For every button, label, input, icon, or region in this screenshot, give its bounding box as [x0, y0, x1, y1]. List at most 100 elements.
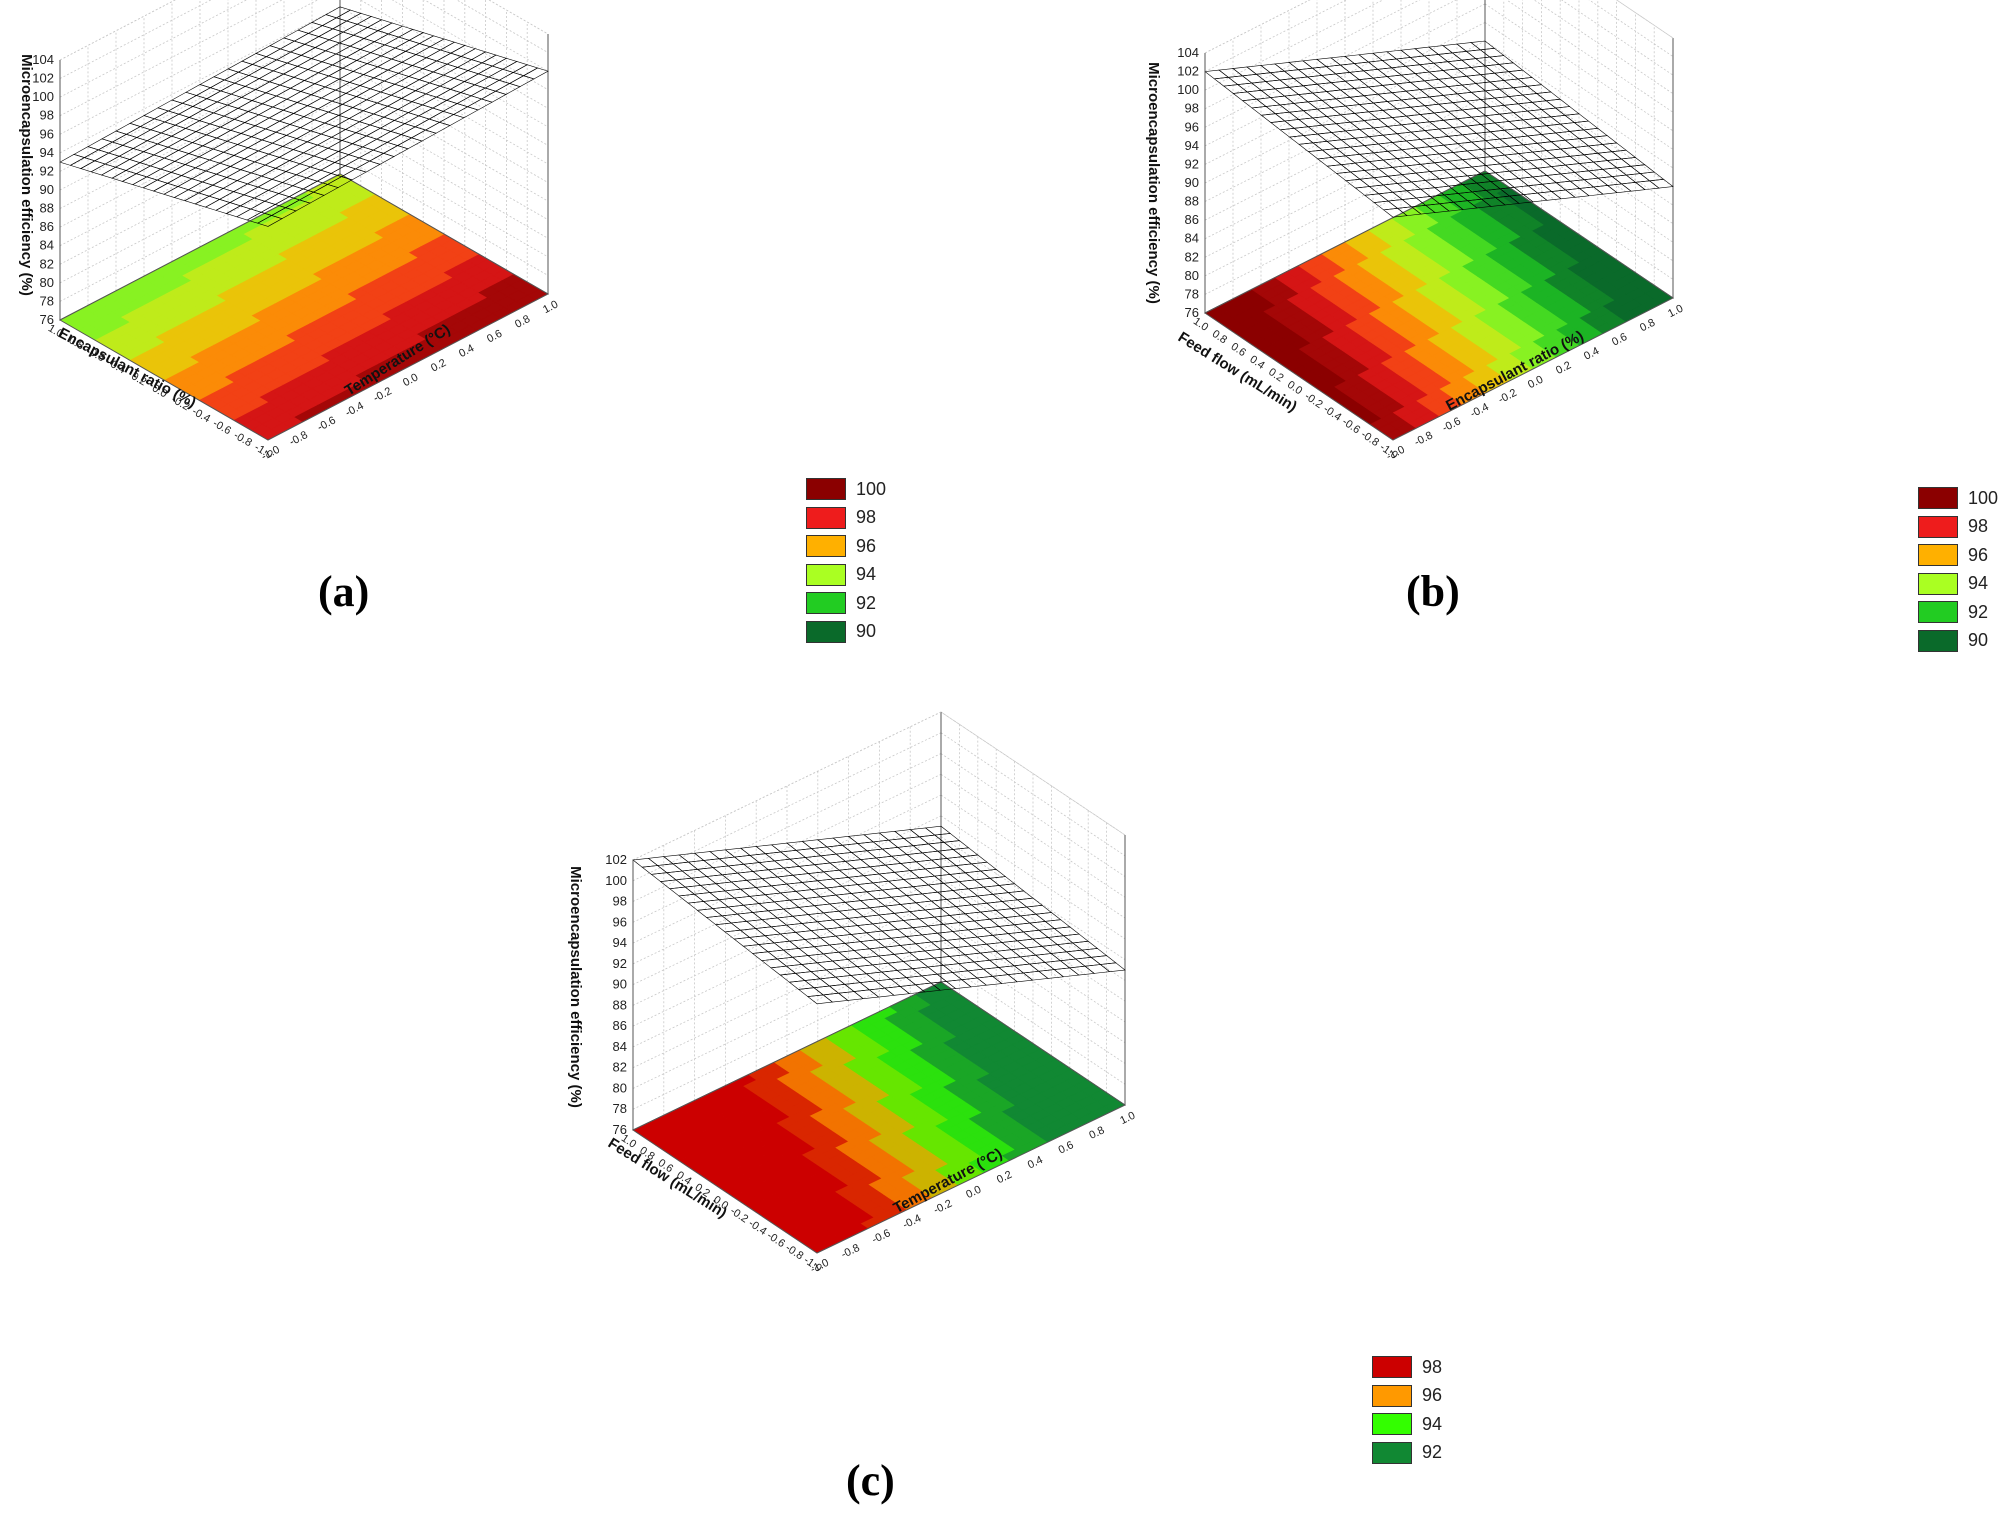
surface-plot-b: 767880828486889092949698100102104-1.0-0.… [1145, 0, 1685, 463]
z-tick-label: 76 [1185, 305, 1199, 320]
z-axis-label: Microencapsulation efficiency (%) [1145, 62, 1162, 304]
contour-floor [58, 173, 550, 441]
y-tick-label: -0.6 [765, 1230, 787, 1251]
z-tick-label: 100 [32, 89, 54, 104]
z-tick-label: 86 [1185, 212, 1199, 227]
x-tick-label: -0.8 [287, 429, 309, 448]
panel-label-a: (a) [318, 567, 370, 616]
legend-label: 94 [856, 564, 877, 585]
legend-label: 92 [1968, 601, 1989, 622]
legend-item: 98 [806, 504, 886, 533]
legend-label: 94 [1422, 1413, 1443, 1434]
z-tick-label: 82 [40, 256, 54, 271]
z-axis-ticks: 76 78 80 82 84 86 88 90 92 94 96 98 100 102 [605, 852, 627, 1137]
z-tick-label: 98 [613, 894, 627, 909]
z-tick-label: 102 [1177, 64, 1199, 79]
z-tick-label: 98 [1185, 101, 1199, 116]
z-tick-label: 88 [613, 997, 627, 1012]
legend-item: 98 [1372, 1353, 1442, 1382]
legend-item: 90 [1918, 627, 1998, 656]
x-tick-label: -0.8 [1412, 429, 1434, 448]
x-tick-label: 0.0 [964, 1184, 983, 1201]
legend-swatch [806, 620, 846, 643]
z-tick-label: 84 [613, 1039, 627, 1054]
x-tick-label: 0.4 [457, 342, 476, 360]
legend-item: 90 [806, 618, 886, 647]
legend-swatch [1372, 1441, 1412, 1464]
x-tick-label: -0.4 [901, 1212, 923, 1231]
z-tick-label: 90 [1185, 175, 1199, 190]
legend-item: 92 [1372, 1439, 1442, 1468]
z-tick-label: 82 [613, 1060, 627, 1075]
legend-swatch [1918, 601, 1958, 624]
z-tick-label: 88 [1185, 194, 1199, 209]
surface-plot-a: 767880828486889092949698100102104-1.0-0.… [18, 0, 560, 463]
y-tick-label: -0.4 [746, 1217, 768, 1238]
z-axis-ticks: 76 78 80 82 84 86 88 90 92 94 96 98 100 102 104 [32, 52, 54, 327]
z-tick-label: 90 [40, 182, 54, 197]
legend-label: 98 [1968, 516, 1989, 537]
legend-label: 92 [856, 592, 877, 613]
y-tick-label: -0.4 [1321, 403, 1343, 424]
contour-floor [1204, 170, 1674, 441]
z-tick-label: 104 [32, 52, 54, 67]
y-tick-label: -0.8 [231, 429, 253, 449]
x-tick-label: -0.4 [343, 400, 365, 419]
z-tick-label: 100 [1177, 82, 1199, 97]
legend-swatch [1372, 1384, 1412, 1407]
legend-label: 96 [856, 535, 877, 556]
z-tick-label: 78 [613, 1101, 627, 1116]
legend-swatch [1918, 487, 1958, 510]
z-tick-label: 86 [613, 1018, 627, 1033]
legend-swatch [806, 592, 846, 615]
legend-swatch [1372, 1413, 1412, 1436]
x-tick-label: 0.6 [1610, 331, 1629, 349]
x-tick-label: -0.4 [1468, 401, 1490, 420]
z-tick-label: 86 [40, 219, 54, 234]
x-tick-label: 0.4 [1582, 345, 1601, 363]
y-tick-label: -0.2 [728, 1205, 750, 1226]
y-tick-label: -0.4 [190, 405, 212, 425]
z-tick-label: 100 [605, 873, 627, 888]
legend-item: 96 [1372, 1382, 1442, 1411]
y-tick-label: 0.6 [1229, 341, 1248, 360]
x-tick-label: 1.0 [1118, 1110, 1137, 1127]
legend-swatch [806, 535, 846, 558]
z-tick-label: 76 [613, 1122, 627, 1137]
panel-label-b: (b) [1406, 567, 1460, 616]
surface-plot-c: 767880828486889092949698100102-1.0-0.8-0… [567, 711, 1137, 1276]
legend-item: 92 [1918, 598, 1998, 627]
legend-label: 92 [1422, 1442, 1443, 1463]
legend-swatch [1918, 544, 1958, 567]
legend-item: 96 [806, 532, 886, 561]
z-tick-label: 92 [613, 956, 627, 971]
z-tick-label: 96 [1185, 119, 1199, 134]
contour-floor [631, 981, 1127, 1254]
legend-label: 90 [1968, 630, 1989, 651]
x-tick-label: 0.6 [485, 328, 504, 346]
z-tick-label: 80 [40, 275, 54, 290]
z-tick-label: 102 [605, 852, 627, 867]
legend-label: 90 [856, 621, 877, 642]
legend-label: 96 [1968, 544, 1989, 565]
z-tick-label: 80 [613, 1080, 627, 1095]
legend-label: 100 [856, 478, 887, 499]
z-tick-label: 90 [613, 977, 627, 992]
z-tick-label: 92 [40, 163, 54, 178]
legend-swatch [1372, 1356, 1412, 1379]
legend-item: 100 [1918, 484, 1998, 513]
response-surface [59, 6, 549, 227]
legend-swatch [806, 478, 846, 501]
legend-c: 98 96 94 92 [1372, 1353, 1442, 1467]
x-tick-label: 0.0 [1526, 374, 1545, 392]
panel-a: 76 78 80 82 84 86 88 90 92 94 96 98 100 102 104 -1.0 -0.… [0, 0, 620, 600]
legend-swatch [1918, 515, 1958, 538]
legend-label: 98 [856, 507, 877, 528]
z-tick-label: 94 [613, 935, 627, 950]
x-tick-label: 0.0 [401, 371, 420, 389]
z-tick-label: 82 [1185, 249, 1199, 264]
x-tick-label: 0.2 [429, 357, 448, 375]
z-tick-label: 94 [1185, 138, 1199, 153]
legend-swatch [806, 563, 846, 586]
legend-item: 94 [1918, 570, 1998, 599]
